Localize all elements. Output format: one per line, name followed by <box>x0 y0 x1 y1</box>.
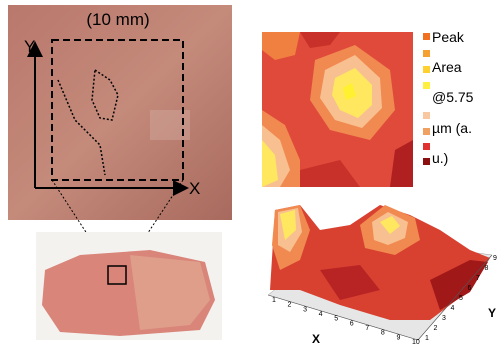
y-tick-label: 2 <box>434 325 438 332</box>
y-tick-label: 4 <box>451 305 455 312</box>
surface-plot <box>268 205 492 340</box>
y-tick-label: 9 <box>493 255 497 262</box>
figure: (10 mm) Y X PeakArea@5.75µm (a <box>0 0 499 346</box>
sample-photo <box>36 232 222 340</box>
legend-label: u.) <box>432 150 448 166</box>
x-tick-label: 4 <box>319 311 323 318</box>
x-tick-label: 9 <box>396 334 400 341</box>
y-tick-label: 8 <box>485 265 489 272</box>
x-tick-label: 1 <box>272 297 276 304</box>
y-tick-label: 5 <box>459 295 463 302</box>
contour-map <box>262 32 413 187</box>
x-tick-label: 5 <box>334 316 338 323</box>
legend-label: Peak <box>432 29 465 45</box>
y-tick-label: 7 <box>476 275 480 282</box>
tissue-photo: (10 mm) Y X <box>8 5 232 220</box>
legend-label: Area <box>432 59 462 75</box>
x-tick-label: 10 <box>412 339 420 346</box>
x-tick-label: 3 <box>303 306 307 313</box>
x-tick-label: 8 <box>381 330 385 337</box>
y-tick-label: 3 <box>442 315 446 322</box>
y-tick-label: 1 <box>425 335 429 342</box>
x-tick-label: 2 <box>288 302 292 309</box>
y-tick-label: 6 <box>468 285 472 292</box>
legend <box>423 33 430 165</box>
x-axis-label: X <box>312 332 320 346</box>
x-tick-label: 6 <box>350 320 354 327</box>
legend-label: @5.75 <box>432 89 474 105</box>
scale-label: (10 mm) <box>86 10 149 29</box>
legend-label: µm (a. <box>432 120 472 136</box>
y-axis-label: Y <box>488 306 496 320</box>
axis-y-label: Y <box>24 37 35 56</box>
axis-x-label: X <box>189 179 200 198</box>
x-tick-label: 7 <box>365 325 369 332</box>
